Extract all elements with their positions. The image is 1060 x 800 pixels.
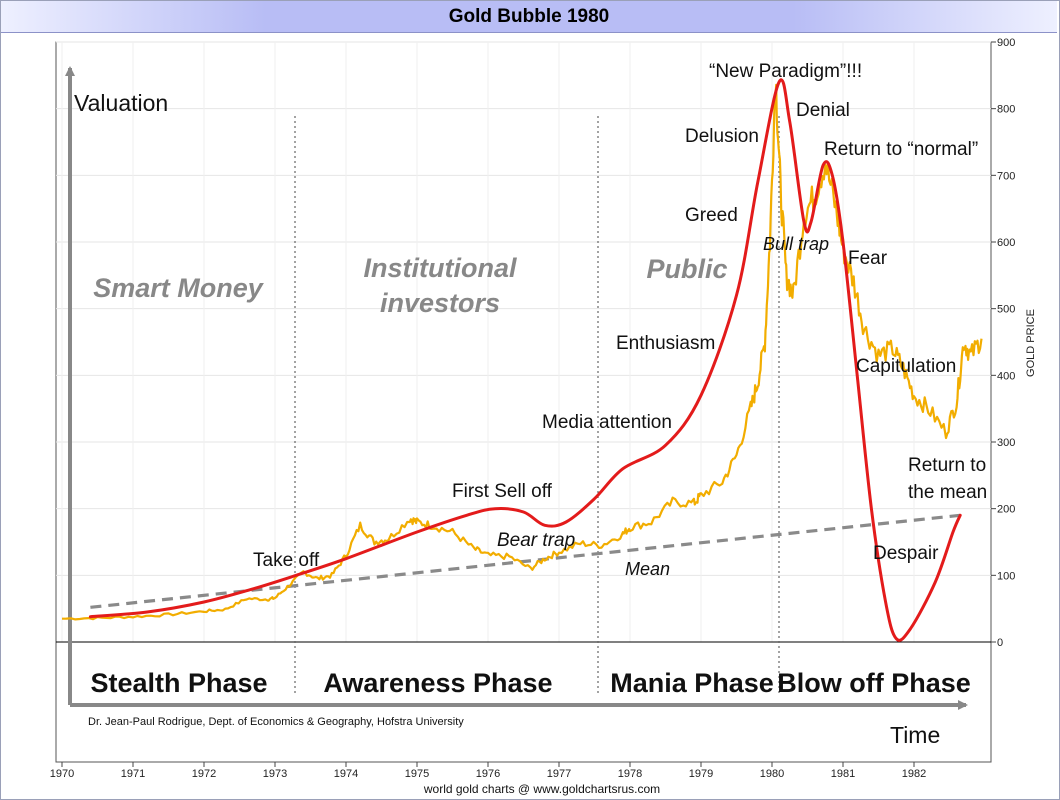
x-tick-label: 1979 xyxy=(689,768,713,780)
x-tick-label: 1975 xyxy=(405,768,429,780)
y-tick-label: 300 xyxy=(997,437,1015,449)
y-tick-label: 800 xyxy=(997,104,1015,116)
despair-label: Despair xyxy=(873,543,939,564)
x-tick-label: 1977 xyxy=(547,768,571,780)
x-tick-label: 1974 xyxy=(334,768,358,780)
first-sell-off-label: First Sell off xyxy=(452,481,553,502)
denial-label: Denial xyxy=(796,100,850,121)
mania-phase-label: Mania Phase xyxy=(610,668,774,698)
mean-label: Mean xyxy=(625,559,670,579)
y-tick-label: 900 xyxy=(997,37,1015,49)
x-axis-ticks: 1970 1971 1972 1973 1974 1975 1976 1977 1978 1979… xyxy=(50,762,926,780)
y-tick-label: 700 xyxy=(997,170,1015,182)
awareness-phase-label: Awareness Phase xyxy=(323,668,552,698)
y-tick-label: 200 xyxy=(997,504,1015,516)
bull-trap-label: Bull trap xyxy=(763,234,829,254)
stealth-phase-label: Stealth Phase xyxy=(90,668,267,698)
gridlines xyxy=(56,41,991,642)
x-tick-label: 1972 xyxy=(192,768,216,780)
x-tick-label: 1978 xyxy=(618,768,642,780)
author-credit: Dr. Jean-Paul Rodrigue, Dept. of Economi… xyxy=(88,716,464,728)
smart-money-label: Smart Money xyxy=(93,273,265,303)
new-paradigm-label: “New Paradigm”!!! xyxy=(709,61,862,82)
y-axis-ticks: 0 100 200 300 400 500 600 700 800 900 xyxy=(991,37,1015,649)
blow-off-phase-label: Blow off Phase xyxy=(777,668,971,698)
x-tick-label: 1971 xyxy=(121,768,145,780)
bear-trap-label: Bear trap xyxy=(497,530,575,551)
institutional-label: Institutional xyxy=(364,253,517,283)
bubble-curve-line xyxy=(88,78,962,642)
y-tick-label: 400 xyxy=(997,370,1015,382)
investors-label: investors xyxy=(380,288,500,318)
footer-source: world gold charts @ www.goldchartsrus.co… xyxy=(423,782,660,796)
capitulation-label: Capitulation xyxy=(856,356,956,377)
mean-trend-line xyxy=(90,513,961,609)
chart-title: Gold Bubble 1980 xyxy=(1,1,1057,33)
x-tick-label: 1970 xyxy=(50,768,74,780)
x-tick-label: 1980 xyxy=(760,768,784,780)
return-to-label: Return to xyxy=(908,455,986,476)
time-label: Time xyxy=(890,722,940,748)
x-tick-label: 1982 xyxy=(902,768,926,780)
media-attention-label: Media attention xyxy=(542,412,672,433)
greed-label: Greed xyxy=(685,205,738,226)
y-tick-label: 100 xyxy=(997,570,1015,582)
the-mean-label: the mean xyxy=(908,482,987,503)
x-tick-label: 1973 xyxy=(263,768,287,780)
public-label: Public xyxy=(646,254,727,284)
x-tick-label: 1976 xyxy=(476,768,500,780)
y-tick-label: 0 xyxy=(997,637,1003,649)
x-tick-label: 1981 xyxy=(831,768,855,780)
fear-label: Fear xyxy=(848,248,888,269)
delusion-label: Delusion xyxy=(685,126,759,147)
y-axis-label: GOLD PRICE xyxy=(1025,309,1037,377)
y-tick-label: 500 xyxy=(997,304,1015,316)
return-normal-label: Return to “normal” xyxy=(824,139,978,160)
enthusiasm-label: Enthusiasm xyxy=(616,333,715,354)
y-tick-label: 600 xyxy=(997,237,1015,249)
take-off-label: Take off xyxy=(253,550,320,571)
valuation-label: Valuation xyxy=(74,90,168,116)
